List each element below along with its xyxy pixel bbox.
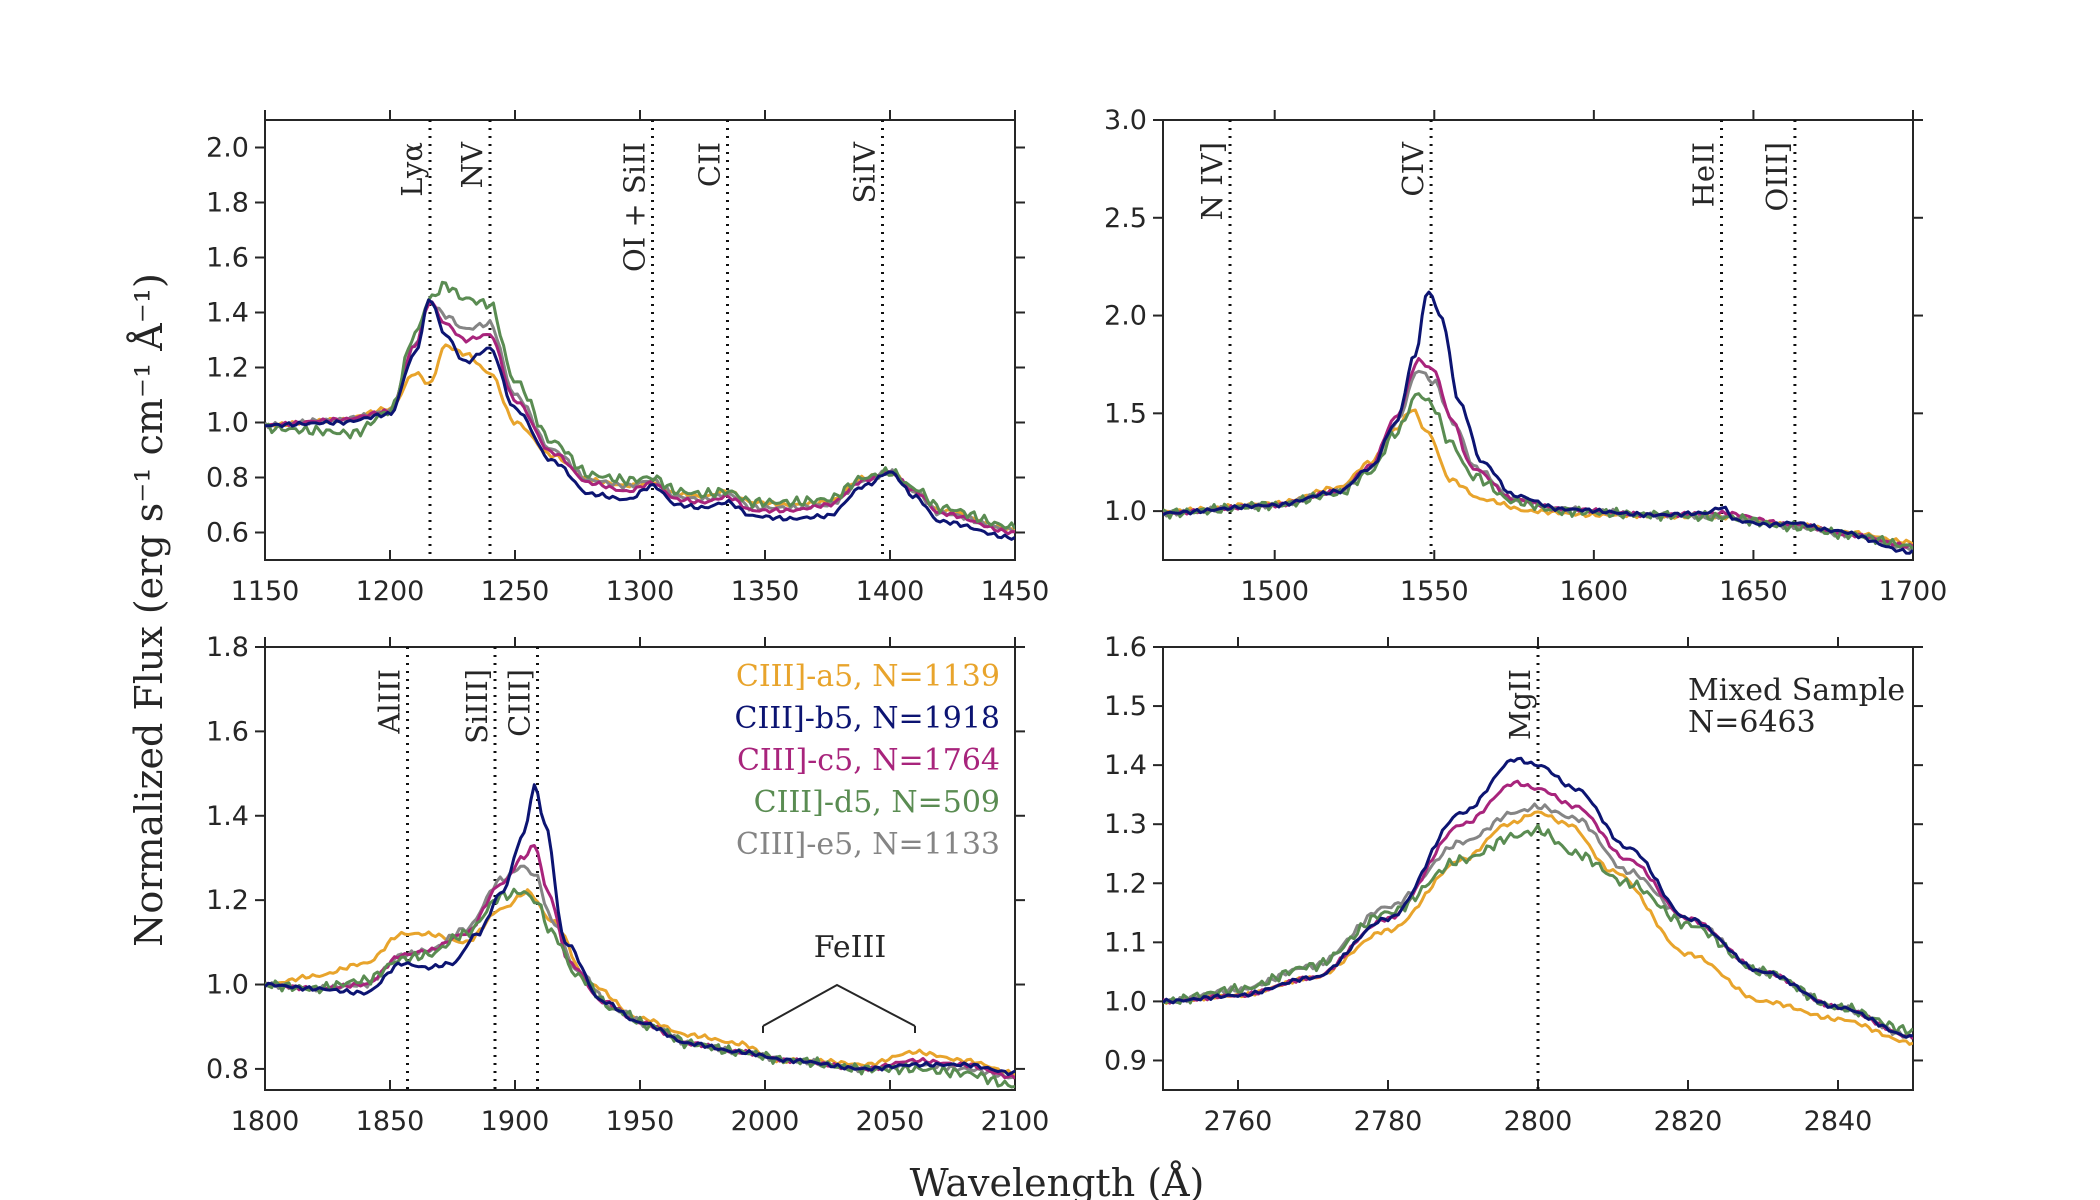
y-tick-label: 2.0 <box>206 133 249 164</box>
x-tick-label: 2760 <box>1204 1106 1273 1137</box>
x-tick-label: 1150 <box>231 576 300 607</box>
y-tick-label: 0.8 <box>206 1054 249 1085</box>
x-tick-label: 2820 <box>1654 1106 1723 1137</box>
y-tick-label: 1.2 <box>206 885 249 916</box>
emission-line-label: MgII <box>1503 669 1537 740</box>
x-tick-label: 1400 <box>856 576 925 607</box>
y-tick-label: 1.6 <box>1104 632 1147 663</box>
panel-p4: 2760 2780 2800 2820 2840 0.9 1.0 1.1 1.2 1.3 1.4 1.… <box>1104 632 1923 1137</box>
series-group <box>1163 290 1913 555</box>
series-group <box>1163 756 1913 1046</box>
legend-entry-b5: CIII]-b5, N=1918 <box>735 701 1000 736</box>
y-tick-label: 1.5 <box>1104 691 1147 722</box>
y-tick-label: 1.5 <box>1104 398 1147 429</box>
y-tick-label: 2.0 <box>1104 301 1147 332</box>
x-tick-label: 1800 <box>231 1106 300 1137</box>
series-line-c5 <box>1163 357 1913 549</box>
x-tick-label: 1200 <box>356 576 425 607</box>
x-tick-label: 1900 <box>481 1106 550 1137</box>
y-tick-label: 1.3 <box>1104 809 1147 840</box>
emission-line-label: SiIII] <box>460 669 494 744</box>
y-tick-label: 2.5 <box>1104 203 1147 234</box>
emission-line-label: HeII <box>1687 142 1721 207</box>
x-tick-label: 2840 <box>1804 1106 1873 1137</box>
x-tick-label: 1650 <box>1719 576 1788 607</box>
emission-line-label: SiIV <box>848 141 882 204</box>
x-tick-label: 2050 <box>856 1106 925 1137</box>
emission-line-label: N IV] <box>1195 142 1229 220</box>
series-line-b5 <box>1163 290 1913 555</box>
x-tick-label: 1550 <box>1400 576 1469 607</box>
y-tick-label: 3.0 <box>1104 105 1147 136</box>
series-line-b5 <box>265 783 1015 1077</box>
panel-p3: 1800 1850 1900 1950 2000 2050 2100 0.8 1.0 1.2 1.4… <box>206 632 1049 1137</box>
y-tick-label: 1.2 <box>206 353 249 384</box>
emission-line-label: CIV <box>1396 141 1430 197</box>
legend: CIII]-a5, N=1139 CIII]-b5, N=1918 CIII]-c5… <box>735 659 1000 862</box>
emission-line-label: Lyα <box>395 142 429 197</box>
y-tick-label: 0.8 <box>206 463 249 494</box>
emission-line-label: CII <box>693 142 727 187</box>
y-tick-label: 1.0 <box>1104 496 1147 527</box>
y-tick-label: 1.6 <box>206 243 249 274</box>
y-tick-label: 0.9 <box>1104 1045 1147 1076</box>
y-tick-label: 1.0 <box>206 408 249 439</box>
x-tick-label: 1500 <box>1240 576 1309 607</box>
y-tick-label: 1.4 <box>206 298 249 329</box>
y-tick-label: 1.4 <box>1104 750 1147 781</box>
series-line-d5 <box>265 887 1015 1089</box>
x-tick-label: 2800 <box>1504 1106 1573 1137</box>
panel-p1: 1150 1200 1250 1300 1350 1400 1450 0.6 0.8 1.0 1.2… <box>206 110 1049 607</box>
y-tick-label: 1.8 <box>206 188 249 219</box>
series-line-b5 <box>265 298 1015 541</box>
x-tick-label: 1250 <box>481 576 550 607</box>
x-tick-label: 1950 <box>606 1106 675 1137</box>
legend-entry-a5: CIII]-a5, N=1139 <box>736 659 1000 694</box>
series-group <box>265 783 1015 1089</box>
y-tick-label: 0.6 <box>206 518 249 549</box>
x-tick-label: 2100 <box>981 1106 1050 1137</box>
panel-p2: 1500 1550 1600 1650 1700 1.0 1.5 2.0 2.5 3.0 N IV]… <box>1104 105 1947 607</box>
emission-line-label: AlIII <box>373 669 407 735</box>
series-line-c5 <box>265 844 1015 1080</box>
feiii-bracket <box>762 983 916 1033</box>
x-tick-label: 1450 <box>981 576 1050 607</box>
series-line-d5 <box>265 280 1015 530</box>
x-tick-label: 1300 <box>606 576 675 607</box>
legend-entry-d5: CIII]-d5, N=509 <box>754 785 1000 820</box>
feiii-label: FeIII <box>814 930 886 965</box>
series-line-a5 <box>265 888 1015 1077</box>
legend-entry-e5: CIII]-e5, N=1133 <box>736 827 1000 862</box>
y-tick-label: 1.2 <box>1104 868 1147 899</box>
x-tick-label: 2000 <box>731 1106 800 1137</box>
y-axis-label: Normalized Flux (erg s⁻¹ cm⁻¹ Å⁻¹) <box>127 273 171 947</box>
series-group <box>265 280 1015 541</box>
mixed-sample-n: N=6463 <box>1688 705 1816 740</box>
series-line-b5 <box>1163 756 1913 1039</box>
y-tick-label: 1.6 <box>206 716 249 747</box>
mixed-sample-note: Mixed Sample N=6463 <box>1688 673 1905 740</box>
x-tick-label: 2780 <box>1354 1106 1423 1137</box>
legend-entry-c5: CIII]-c5, N=1764 <box>737 743 1000 778</box>
feiii-annotation: FeIII <box>762 930 916 1033</box>
y-tick-label: 1.0 <box>206 970 249 1001</box>
axes-frame <box>1162 119 1914 561</box>
emission-line-label: OI + SiII <box>618 142 652 272</box>
emission-line-label: NV <box>455 141 489 188</box>
y-tick-label: 1.0 <box>1104 986 1147 1017</box>
mixed-sample-label: Mixed Sample <box>1688 673 1905 708</box>
x-axis-label: Wavelength (Å) <box>910 1161 1205 1200</box>
emission-line-label: OIII] <box>1760 142 1794 211</box>
x-tick-label: 1350 <box>731 576 800 607</box>
x-tick-label: 1850 <box>356 1106 425 1137</box>
x-tick-label: 1600 <box>1559 576 1628 607</box>
y-tick-label: 1.4 <box>206 801 249 832</box>
y-tick-label: 1.1 <box>1104 927 1147 958</box>
series-line-a5 <box>265 343 1015 533</box>
emission-line-label: CIII] <box>503 669 537 737</box>
y-tick-label: 1.8 <box>206 632 249 663</box>
x-tick-label: 1700 <box>1879 576 1948 607</box>
